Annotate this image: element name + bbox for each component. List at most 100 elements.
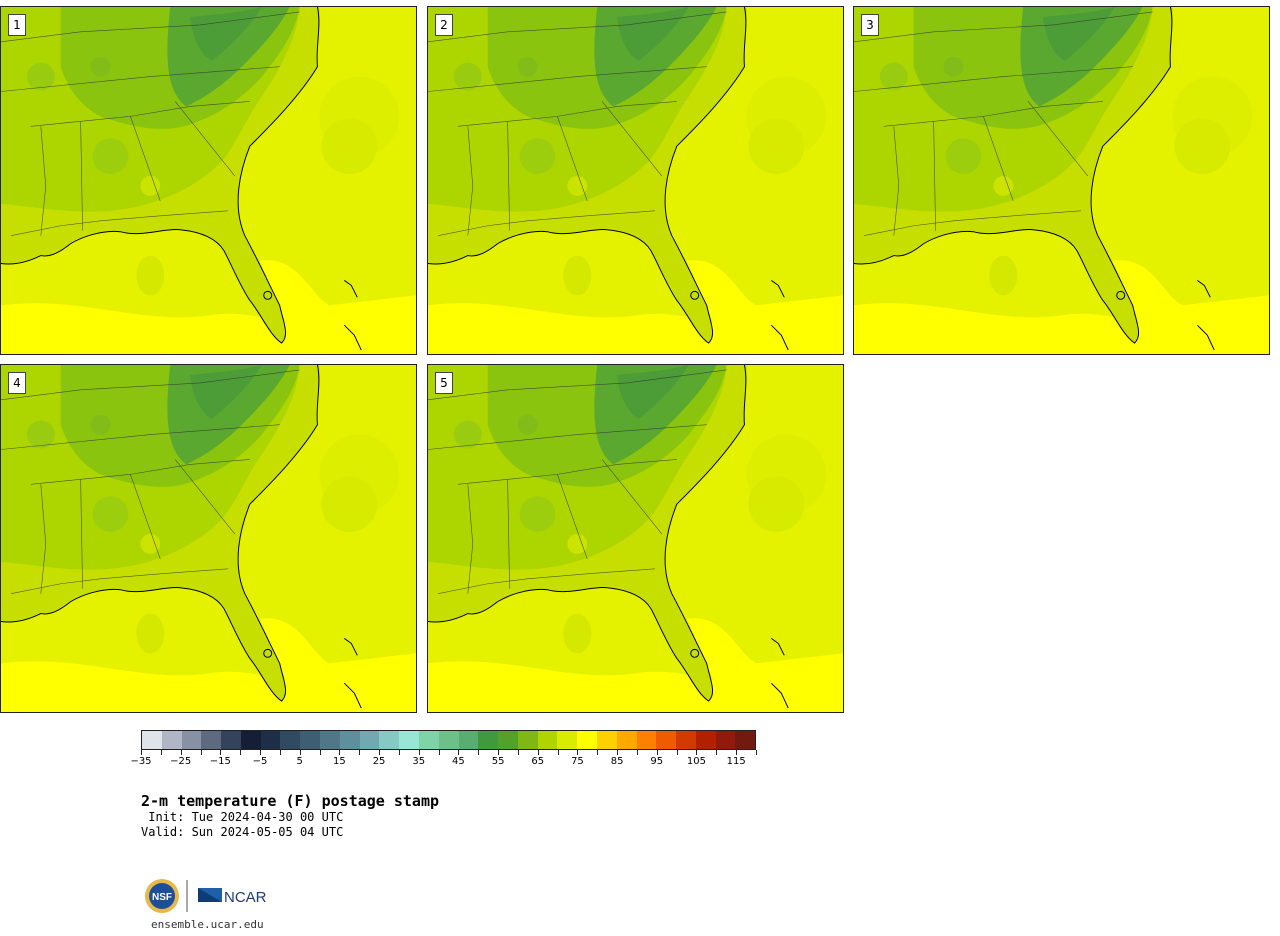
colorbar-swatch — [676, 731, 696, 749]
colorbar-tick — [279, 750, 281, 755]
colorbar-swatch — [320, 731, 340, 749]
colorbar-tick — [398, 750, 400, 755]
colorbar-tick-label: −15 — [209, 756, 231, 767]
colorbar-tick — [557, 750, 559, 755]
valid-time: Valid: Sun 2024-05-05 04 UTC — [141, 825, 344, 839]
colorbar-tick — [220, 750, 222, 755]
colorbar-swatch — [280, 731, 301, 749]
colorbar-tick-label: −25 — [170, 756, 192, 767]
colorbar-swatch — [458, 731, 479, 749]
colorbar-tick — [438, 750, 440, 755]
colorbar-tick — [339, 750, 341, 755]
map-field — [428, 365, 843, 712]
colorbar-swatch — [142, 731, 162, 749]
colorbar-tick-label: 105 — [686, 756, 707, 767]
colorbar-tick-labels: −35 −25 −15 −5 5 15 25 35 45 55 65 75 85 95 105 115 — [130, 756, 756, 770]
colorbar-swatch — [339, 731, 360, 749]
colorbar-swatch — [399, 731, 419, 749]
init-time: Init: Tue 2024-04-30 00 UTC — [141, 810, 344, 824]
colorbar-swatch — [577, 731, 597, 749]
colorbar-tick — [260, 750, 262, 755]
colorbar-tick — [656, 750, 658, 755]
colorbar-tick-label: 25 — [372, 756, 386, 767]
colorbar-tick — [160, 750, 162, 755]
colorbar-swatch — [379, 731, 400, 749]
temperature-colorbar — [141, 730, 756, 750]
map-field — [428, 7, 843, 354]
colorbar-swatch — [557, 731, 578, 749]
colorbar-swatch — [656, 731, 677, 749]
colorbar-tick-label: −5 — [252, 756, 268, 767]
colorbar-swatch — [418, 731, 439, 749]
colorbar-tick-label: 5 — [296, 756, 303, 767]
colorbar-tick-label: 45 — [452, 756, 465, 767]
colorbar-tick — [458, 750, 460, 755]
colorbar-tick — [498, 750, 500, 755]
nsf-logo: NSF — [145, 879, 179, 913]
colorbar-tick — [636, 750, 638, 755]
colorbar-tick-label: 85 — [610, 756, 624, 767]
colorbar-tick — [141, 750, 142, 755]
colorbar-tick — [478, 750, 480, 755]
ncar-text: NCAR — [224, 889, 267, 906]
colorbar-swatch — [260, 731, 281, 749]
colorbar-swatch — [221, 731, 241, 749]
colorbar-tick-label: 35 — [412, 756, 426, 767]
member-label: 1 — [8, 14, 26, 36]
colorbar-tick — [597, 750, 599, 755]
colorbar-swatch — [438, 731, 459, 749]
nsf-text: NSF — [152, 892, 172, 903]
ensemble-member-map-4: 4 — [0, 364, 417, 713]
colorbar-tick-label: 75 — [571, 756, 584, 767]
colorbar-tick-label: 95 — [650, 756, 664, 767]
logos: NSF NCAR — [144, 876, 274, 916]
ensemble-member-map-5: 5 — [427, 364, 844, 713]
plot-title: 2-m temperature (F) postage stamp — [141, 792, 440, 810]
member-label: 3 — [861, 14, 879, 36]
website-link[interactable]: ensemble.ucar.edu — [151, 918, 264, 931]
colorbar-swatch — [498, 731, 518, 749]
colorbar-swatch — [695, 731, 716, 749]
colorbar-tick — [736, 750, 738, 755]
colorbar-tick — [676, 750, 678, 755]
ncar-logo: NCAR — [198, 888, 267, 906]
colorbar-swatch — [359, 731, 380, 749]
colorbar-tick — [359, 750, 361, 755]
colorbar-swatch — [537, 731, 558, 749]
colorbar-swatch — [181, 731, 202, 749]
colorbar-tick — [180, 750, 182, 755]
member-label: 2 — [435, 14, 453, 36]
map-field — [1, 365, 416, 712]
colorbar-tick-label: 115 — [726, 756, 746, 767]
colorbar-tick — [319, 750, 321, 755]
colorbar-tick — [537, 750, 539, 755]
colorbar-swatch — [478, 731, 499, 749]
colorbar-swatch — [715, 731, 736, 749]
colorbar-swatch — [636, 731, 657, 749]
colorbar-swatch — [300, 731, 321, 749]
colorbar-tick-label: 55 — [491, 756, 505, 767]
map-field — [1, 7, 416, 354]
colorbar-tick — [617, 750, 619, 755]
colorbar-tick — [299, 750, 301, 755]
ensemble-member-map-3: 3 — [853, 6, 1270, 355]
colorbar-tick — [379, 750, 381, 755]
colorbar-tick — [716, 750, 718, 755]
colorbar-tick — [577, 750, 579, 755]
colorbar-swatch — [240, 731, 261, 749]
colorbar-swatch — [201, 731, 222, 749]
colorbar-swatch — [517, 731, 538, 749]
colorbar-swatch — [161, 731, 182, 749]
colorbar-tick — [756, 750, 757, 755]
colorbar-tick — [240, 750, 242, 755]
colorbar-tick — [200, 750, 202, 755]
colorbar-swatch — [596, 731, 617, 749]
map-field — [854, 7, 1269, 354]
colorbar-tick — [517, 750, 519, 755]
colorbar-ticks — [141, 750, 757, 756]
colorbar-tick-label: −35 — [130, 756, 152, 767]
colorbar-tick-label: 65 — [531, 756, 545, 767]
colorbar-swatch — [735, 731, 756, 749]
colorbar-tick-label: 15 — [333, 756, 346, 767]
ensemble-member-map-1: 1 — [0, 6, 417, 355]
